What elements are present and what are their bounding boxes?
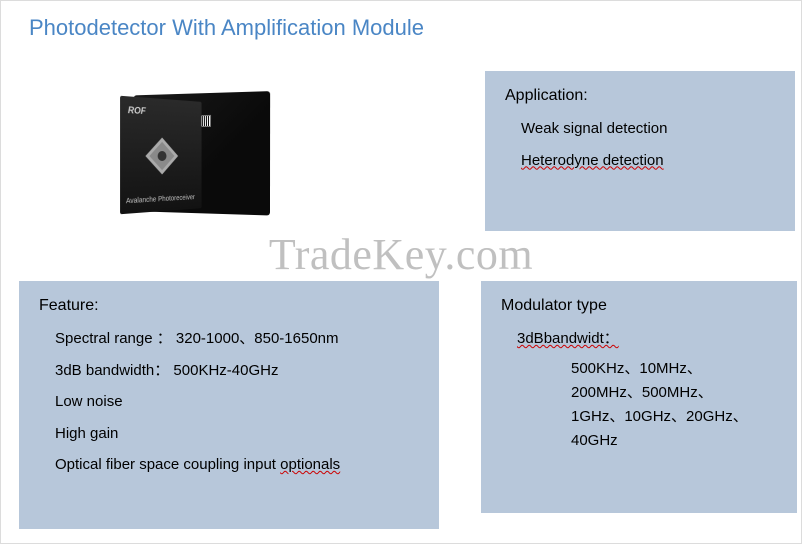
modulator-header: Modulator type (501, 297, 777, 315)
feature-header: Feature: (39, 297, 419, 315)
feature-item: Low noise (55, 392, 419, 412)
device-port-icon (145, 138, 178, 175)
watermark: TradeKey.com (269, 229, 533, 280)
feature-panel: Feature: Spectral range ： 320-1000、850-1… (19, 281, 439, 529)
device-brand-label: ROF (128, 105, 146, 116)
modulator-value-line: 40GHz (571, 429, 777, 453)
feature-item: High gain (55, 424, 419, 444)
modulator-values: 500KHz、10MHz、 200MHz、500MHz、 1GHz、10GHz、… (571, 357, 777, 453)
feature-item: Optical fiber space coupling input optio… (55, 455, 419, 475)
feature-item: 3dB bandwidth： 500KHz-40GHz (55, 361, 419, 381)
feature-item-underlined: optionals (280, 456, 340, 473)
page-title: Photodetector With Amplification Module (1, 1, 801, 41)
modulator-value-line: 200MHz、500MHz、 (571, 381, 777, 405)
application-header: Application: (505, 87, 775, 105)
device-front-panel: ROF Avalanche Photoreceiver (120, 96, 201, 214)
device-port-inner-icon (156, 149, 169, 163)
application-item: Weak signal detection (521, 119, 775, 139)
application-item: Heterodyne detection (521, 151, 775, 171)
product-image: ROF Avalanche Photoreceiver (89, 63, 309, 233)
modulator-value-line: 1GHz、10GHz、20GHz、 (571, 405, 777, 429)
modulator-panel: Modulator type 3dBbandwidt： 500KHz、10MHz… (481, 281, 797, 513)
modulator-subheader-text: 3dBbandwidt： (517, 330, 619, 347)
device-model-label: Avalanche Photoreceiver (126, 194, 195, 205)
modulator-value-line: 500KHz、10MHz、 (571, 357, 777, 381)
application-panel: Application: Weak signal detection Heter… (485, 71, 795, 231)
feature-item-text: Optical fiber space coupling input (55, 456, 280, 473)
application-item-text: Heterodyne detection (521, 152, 664, 169)
modulator-subheader: 3dBbandwidt： (517, 329, 777, 349)
feature-item: Spectral range ： 320-1000、850-1650nm (55, 329, 419, 349)
